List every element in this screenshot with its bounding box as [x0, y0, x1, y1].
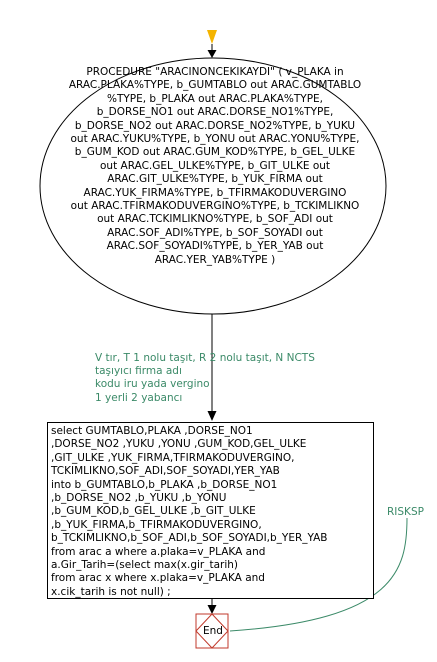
sql-line: into b_GUMTABLO,b_PLAKA ,b_DORSE_NO1 — [51, 478, 278, 491]
sql-line: b_TCKIMLIKNO,b_SOF_ADI,b_SOF_SOYADI,b_YE… — [51, 532, 328, 545]
end-node-label: End — [203, 625, 223, 637]
procedure-ellipse[interactable] — [39, 57, 387, 315]
arrow-head-icon — [207, 411, 217, 421]
procedure-line: %TYPE, b_PLAKA out ARAC.PLAKA%TYPE, — [106, 92, 324, 105]
sql-line: from arac a where a.plaka=v_PLAKA and — [51, 545, 266, 558]
sql-line: ,DORSE_NO2 ,YUKU ,YONU ,GUM_KOD,GEL_ULKE — [51, 438, 307, 451]
procedure-line: ARAC.YUK_FIRMA%TYPE, b_TFIRMAKODUVERGINO — [83, 186, 347, 199]
comment-line: V tır, T 1 nolu taşıt, R 2 nolu taşıt, N… — [95, 352, 315, 364]
sql-line: ,b_DORSE_NO2 ,b_YUKU ,b_YONU — [51, 492, 227, 505]
procedure-line: out ARAC.YUKU%TYPE, b_YONU out ARAC.YONU… — [70, 133, 360, 146]
procedure-line: ARAC.SOF_SOYADI%TYPE, b_YER_YAB out — [106, 240, 324, 253]
procedure-line: out ARAC.GEL_ULKE%TYPE, b_GIT_ULKE out — [99, 159, 331, 172]
procedure-line: ARAC.PLAKA%TYPE, b_GUMTABLO out ARAC.GUM… — [68, 79, 362, 92]
sql-statement-text: select GUMTABLO,PLAKA ,DORSE_NO1 ,DORSE_… — [51, 425, 328, 599]
procedure-line: ARAC.GIT_ULKE%TYPE, b_YUK_FIRMA out — [107, 173, 323, 186]
end-node-diamond — [195, 613, 229, 649]
procedure-line: ARAC.SOF_ADI%TYPE, b_SOF_SOYADI out — [107, 226, 323, 239]
procedure-line: b_GUM_KOD out ARAC.GUM_KOD%TYPE, b_GEL_U… — [74, 146, 356, 159]
sql-statement-box[interactable] — [47, 422, 374, 599]
procedure-line: out ARAC.TFIRMAKODUVERGINO%TYPE, b_TCKIM… — [70, 200, 360, 213]
start-triangle-icon[interactable] — [207, 30, 217, 44]
arrow-head-icon — [207, 605, 217, 614]
procedure-declaration: PROCEDURE "ARACINONCEKIKAYDI" ( v_PLAKA … — [48, 66, 382, 267]
comment-line: taşıyıcı firma adı — [95, 365, 182, 378]
procedure-line: b_DORSE_NO1 out ARAC.DORSE_NO1%TYPE, — [96, 106, 334, 119]
sql-line: ,GIT_ULKE ,YUK_FIRMA,TFIRMAKODUVERGINO, — [51, 451, 295, 464]
sql-line: select GUMTABLO,PLAKA ,DORSE_NO1 — [51, 425, 253, 437]
sql-line: a.Gir_Tarih=(select max(x.gir_tarih) — [51, 559, 239, 572]
procedure-line: b_DORSE_NO2 out ARAC.DORSE_NO2%TYPE, b_Y… — [74, 119, 356, 132]
procedure-line: PROCEDURE "ARACINONCEKIKAYDI" ( v_PLAKA … — [86, 66, 344, 78]
arrow-head-icon — [207, 50, 217, 58]
comment-line: kodu iru yada vergino — [95, 378, 210, 391]
exception-label[interactable]: RISKSP — [387, 506, 424, 518]
end-node-frame[interactable] — [195, 613, 229, 649]
sql-line: ,b_GUM_KOD,b_GEL_ULKE ,b_GIT_ULKE — [51, 505, 256, 518]
comment-line: 1 yerli 2 yabancı — [95, 391, 183, 404]
sql-line: from arac x where x.plaka=v_PLAKA and — [51, 572, 265, 585]
sql-line: TCKIMLIKNO,SOF_ADI,SOF_SOYADI,YER_YAB — [51, 465, 280, 478]
procedure-line: ARAC.YER_YAB%TYPE ) — [154, 253, 276, 266]
exception-connector-curve — [229, 517, 408, 632]
comment-notes: V tır, T 1 nolu taşıt, R 2 nolu taşıt, N… — [95, 352, 315, 405]
procedure-line: out ARAC.TCKIMLIKNO%TYPE, b_SOF_ADI out — [97, 213, 333, 226]
sql-line: ,b_YUK_FIRMA,b_TFIRMAKODUVERGINO, — [51, 518, 262, 531]
sql-line: x.cik_tarih is not null) ; — [51, 585, 171, 598]
